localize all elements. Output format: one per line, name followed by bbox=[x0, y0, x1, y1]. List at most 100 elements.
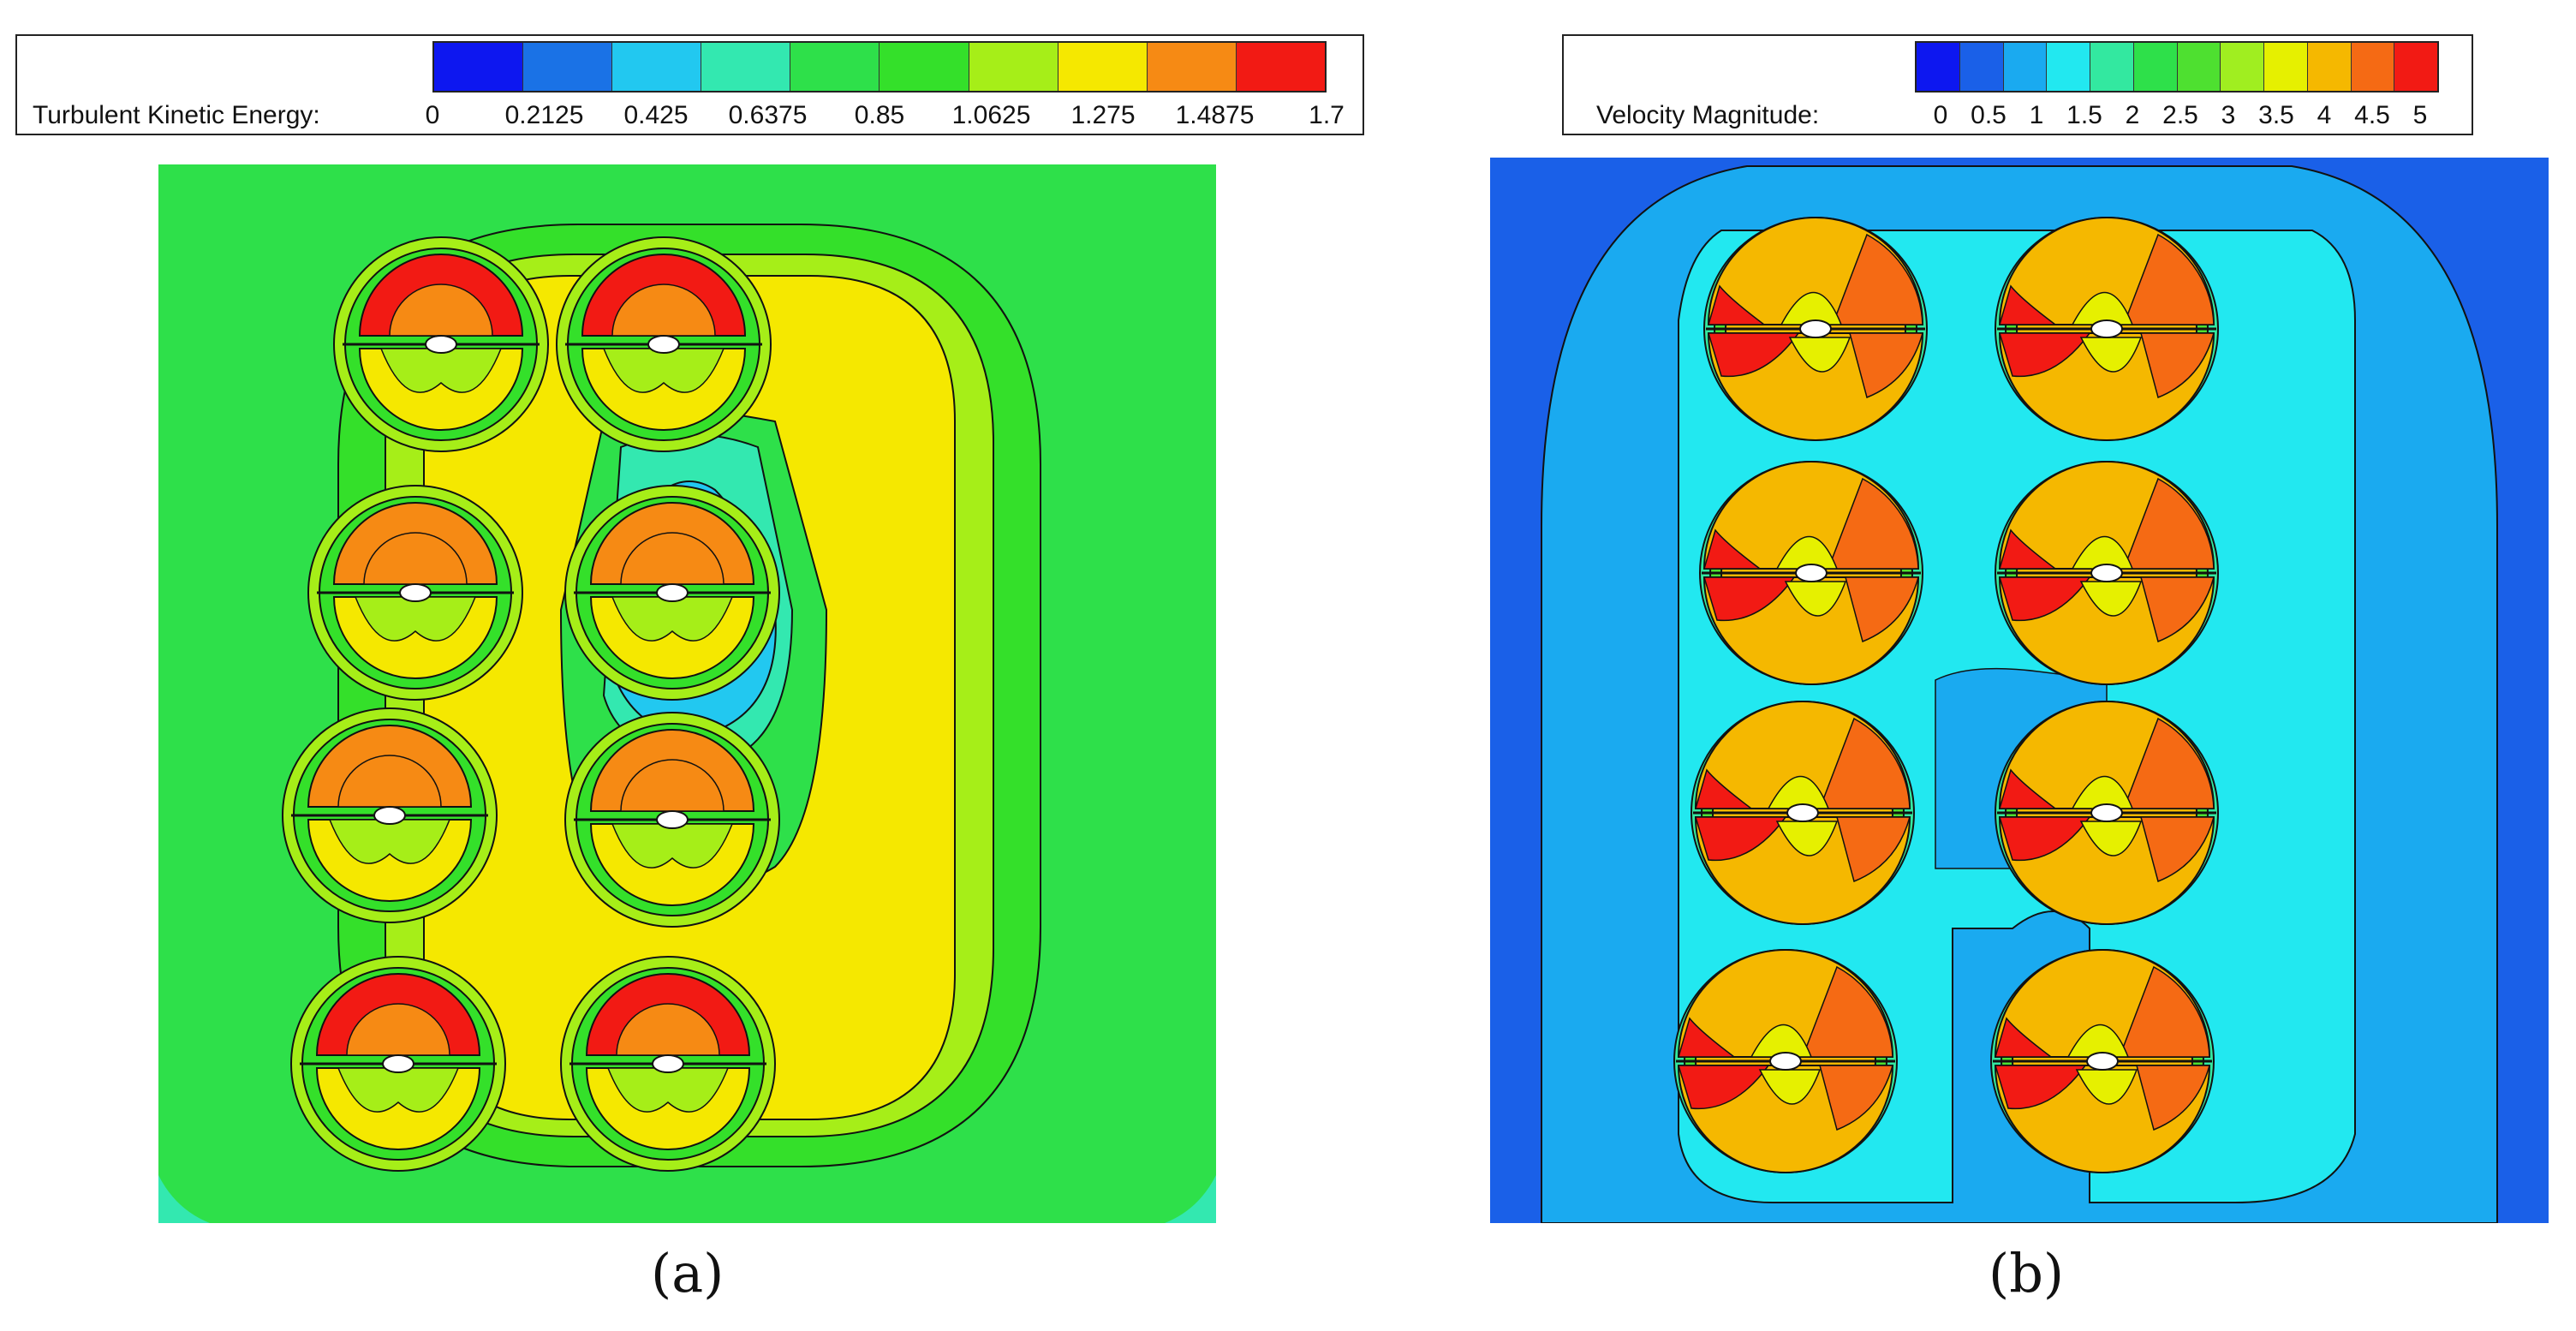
contour-region bbox=[2122, 477, 2215, 570]
contour-region bbox=[1831, 233, 1923, 325]
contour-region bbox=[606, 1067, 730, 1113]
contour-region bbox=[611, 823, 734, 868]
legend-colorbar-a bbox=[432, 41, 1327, 93]
contour-region bbox=[1695, 768, 1754, 809]
contour-region bbox=[2079, 337, 2143, 373]
contour-region bbox=[2122, 717, 2215, 809]
legend-swatch bbox=[1917, 43, 1960, 91]
contour-region bbox=[337, 755, 442, 808]
contour-region bbox=[2118, 965, 2210, 1058]
legend-tick-label: 3 bbox=[2221, 101, 2236, 129]
legend-tick-label: 1.7 bbox=[1309, 101, 1345, 129]
legend-swatch bbox=[612, 43, 702, 91]
legend-ticks-b: 0 0.5 1 1.5 2 2.5 3 3.5 4 4.5 5 bbox=[1934, 101, 2428, 132]
figure-panel-b: Velocity Magnitude: 0 0.5 1 1.5 2 2.5 3 3.5 4 4.5… bbox=[1288, 0, 2576, 1331]
contour-region bbox=[1678, 1017, 1737, 1058]
contour-region bbox=[1758, 1069, 1822, 1105]
rotor-hub bbox=[425, 335, 457, 354]
contour-region bbox=[611, 284, 716, 337]
rotor-disk bbox=[564, 712, 780, 928]
legend-tick-label: 0.2125 bbox=[504, 101, 584, 129]
legend-tick-label: 3.5 bbox=[2258, 101, 2294, 129]
legend-tick-label: 1.275 bbox=[1070, 101, 1136, 129]
rotor-hub bbox=[2090, 803, 2123, 822]
rotor-disk bbox=[556, 236, 772, 452]
legend-swatch bbox=[2221, 43, 2264, 91]
legend-swatch bbox=[2003, 43, 2048, 91]
legend-colorbar-b bbox=[1915, 41, 2439, 93]
contour-region bbox=[2140, 816, 2215, 883]
legend-tick-label: 0.425 bbox=[623, 101, 689, 129]
contour-region bbox=[1788, 337, 1852, 373]
contour-region bbox=[337, 1067, 460, 1113]
legend-tick-label: 0 bbox=[1933, 101, 1948, 129]
legend-tick-label: 0.6375 bbox=[728, 101, 808, 129]
contour-region bbox=[1995, 1017, 2054, 1058]
contour-region bbox=[1775, 535, 1839, 570]
rotor-disk bbox=[560, 956, 776, 1172]
rotor-disk bbox=[290, 956, 506, 1172]
legend-swatch bbox=[969, 43, 1058, 91]
rotor-hub bbox=[2090, 319, 2123, 338]
legend-swatch bbox=[2351, 43, 2395, 91]
contour-region bbox=[1999, 528, 2058, 570]
contour-region bbox=[363, 532, 468, 585]
legend-swatch bbox=[701, 43, 791, 91]
contour-region bbox=[1845, 576, 1919, 643]
contour-region bbox=[1165, 1175, 1216, 1223]
rotor-disk bbox=[1995, 217, 2219, 441]
contour-region bbox=[1750, 1024, 1813, 1058]
contour-region bbox=[1703, 528, 1762, 570]
contour-region bbox=[620, 759, 724, 812]
rotor-hub bbox=[382, 1054, 414, 1073]
contour-region bbox=[328, 819, 451, 864]
rotor-hub bbox=[656, 583, 689, 602]
legend-tick-label: 0 bbox=[425, 101, 440, 129]
legend-tick-label: 0.85 bbox=[854, 101, 905, 129]
legend-tick-label: 1.5 bbox=[2066, 101, 2102, 129]
legend-tick-label: 5 bbox=[2412, 101, 2428, 129]
contour-region bbox=[620, 532, 724, 585]
rotor-disk bbox=[1995, 701, 2219, 925]
figure-panel-a-wrap: Turbulent Kinetic Energy: 0 0.2125 0.425 0.… bbox=[15, 34, 1364, 1304]
contour-region bbox=[1784, 581, 1847, 617]
legend-swatch bbox=[523, 43, 613, 91]
rotor-hub bbox=[1795, 564, 1828, 582]
legend-swatch bbox=[2394, 43, 2437, 91]
legend-tick-label: 0.5 bbox=[1971, 101, 2007, 129]
contour-region bbox=[158, 1175, 210, 1223]
rotor-hub bbox=[2090, 564, 2123, 582]
rotor-disk bbox=[1699, 461, 1923, 685]
contour-region bbox=[1767, 775, 1830, 809]
rotor-disk bbox=[1673, 949, 1898, 1173]
legend-swatch bbox=[434, 43, 524, 91]
legend-swatch bbox=[2090, 43, 2134, 91]
contour-region bbox=[1708, 284, 1767, 325]
rotor-hub bbox=[399, 583, 432, 602]
rotor-hub bbox=[656, 810, 689, 829]
legend-swatch bbox=[2307, 43, 2352, 91]
legend-title-b: Velocity Magnitude: bbox=[1596, 101, 1820, 129]
contour-region bbox=[1849, 332, 1923, 399]
rotor-hub bbox=[373, 806, 406, 825]
contour-region bbox=[2140, 332, 2215, 399]
rotor-hub bbox=[1786, 803, 1819, 822]
legend-swatch bbox=[1959, 43, 2004, 91]
contour-region bbox=[1827, 477, 1919, 570]
legend-tick-label: 1.0625 bbox=[951, 101, 1031, 129]
legend-ticks-a: 0 0.2125 0.425 0.6375 0.85 1.0625 1.275 1.4875 1… bbox=[426, 101, 1345, 132]
legend-swatch bbox=[1147, 43, 1237, 91]
contour-region bbox=[2079, 821, 2143, 856]
contour-region bbox=[379, 348, 503, 393]
rotor-disk bbox=[1690, 701, 1915, 925]
legend-swatch bbox=[880, 43, 969, 91]
legend-tick-label: 4 bbox=[2317, 101, 2332, 129]
rotor-disk bbox=[333, 236, 549, 452]
legend-swatch bbox=[1236, 43, 1325, 91]
rotor-disk bbox=[282, 707, 498, 923]
rotor-hub bbox=[647, 335, 680, 354]
contour-region bbox=[2140, 576, 2215, 643]
contour-region bbox=[1780, 291, 1843, 325]
rotor-disk bbox=[307, 485, 523, 701]
rotor-hub bbox=[2086, 1052, 2119, 1071]
